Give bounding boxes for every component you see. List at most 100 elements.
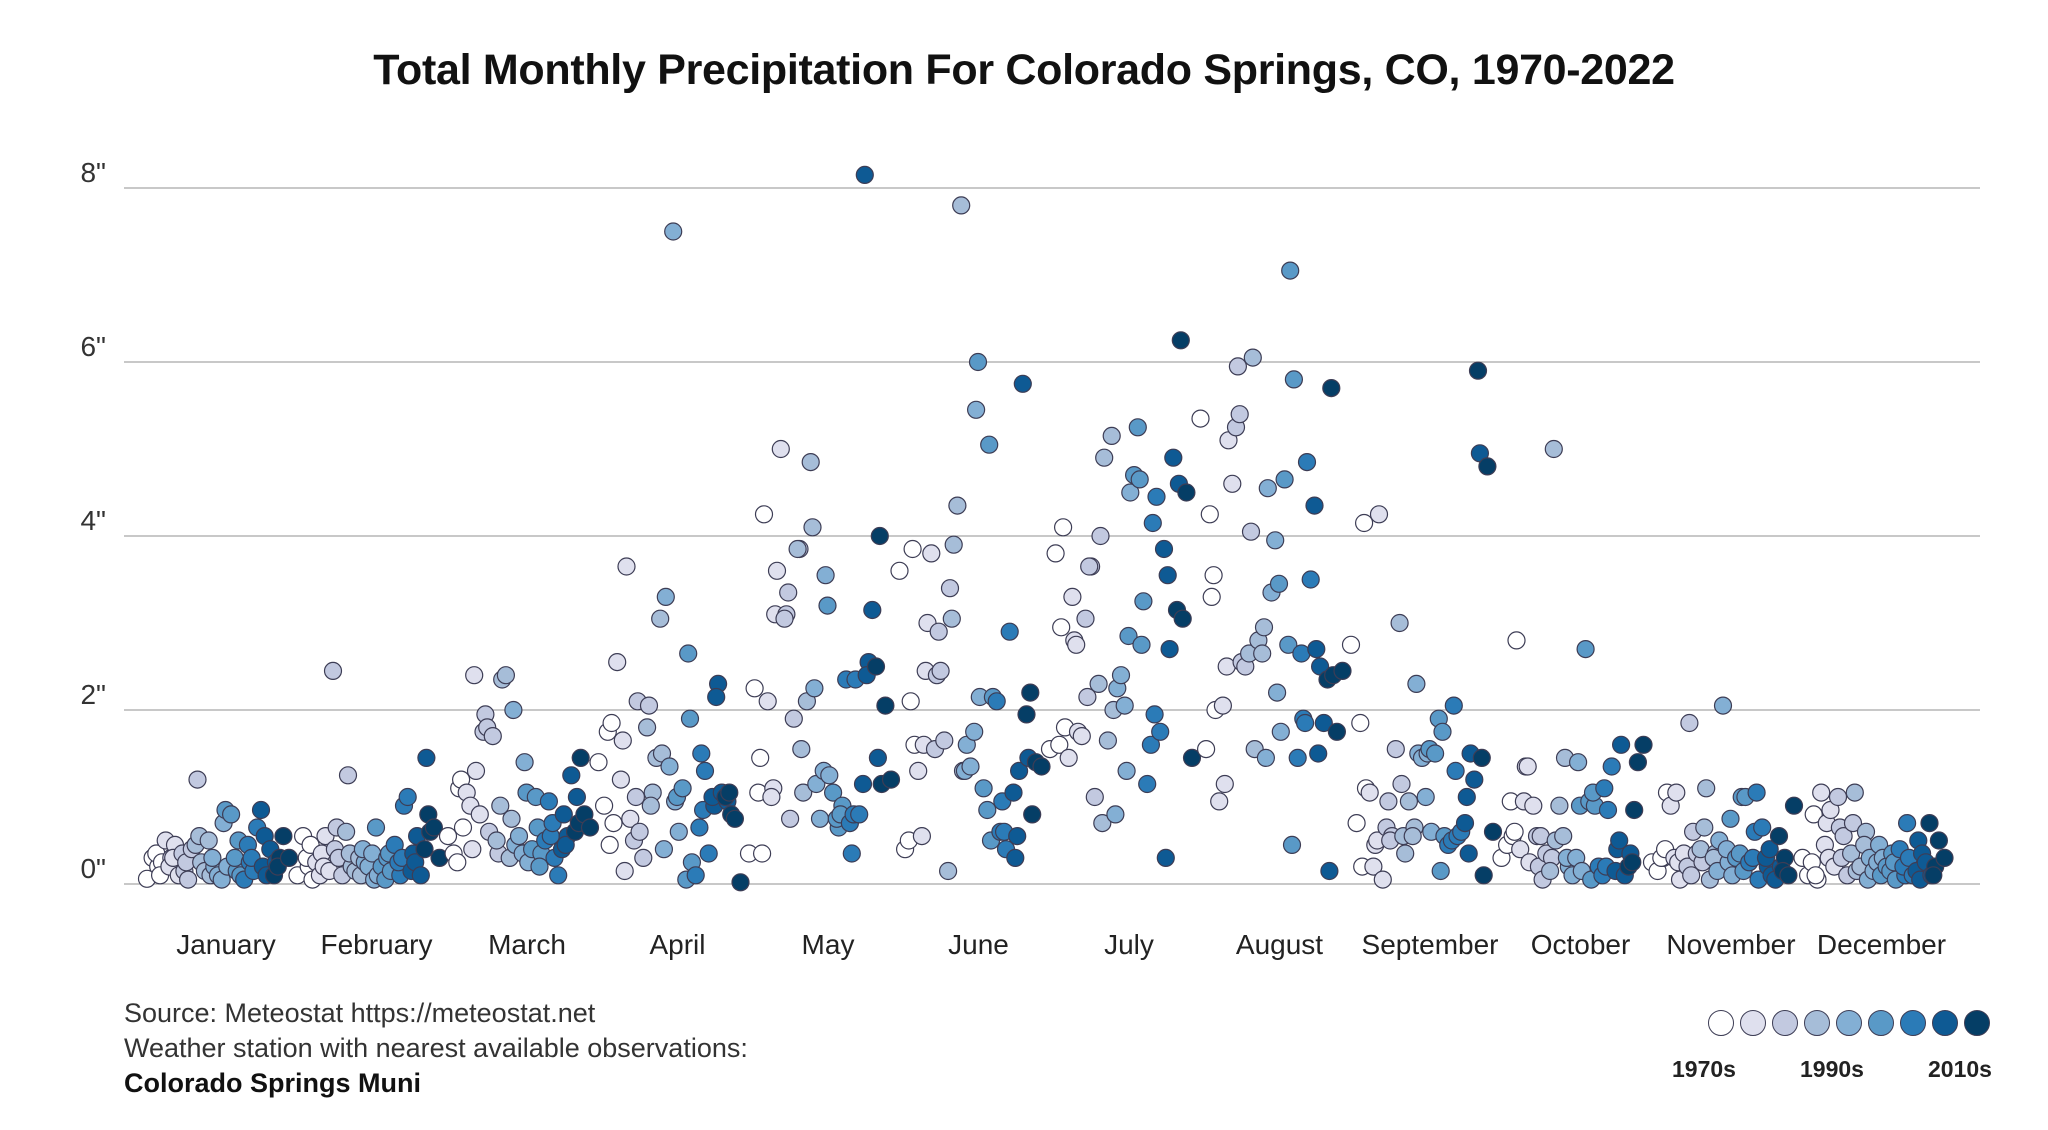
data-point [1804,805,1823,824]
data-point [1455,813,1475,833]
data-point [1000,622,1019,641]
data-point [876,696,895,715]
data-point [1327,722,1347,741]
data-point [938,861,958,881]
data-point [483,726,502,746]
data-point [1341,635,1361,654]
data-point [1351,713,1370,733]
data-point [491,796,510,815]
data-point [745,679,764,698]
data-point [626,787,646,807]
data-point [870,526,889,546]
data-point [1297,453,1317,472]
data-point [980,435,999,454]
data-point [1472,748,1491,768]
data-point [1145,705,1164,724]
data-point [1828,787,1848,807]
data-point [818,596,837,615]
data-point [754,505,774,524]
data-point [1284,370,1304,389]
data-point [1682,866,1701,885]
data-point [779,583,798,602]
data-point [1013,374,1032,393]
data-point [203,848,222,868]
data-point [1634,735,1653,754]
data-point [752,844,772,863]
data-point [251,800,271,820]
data-point [1117,761,1136,781]
data-point [695,761,715,781]
data-point [1550,796,1569,815]
data-point [222,805,241,824]
data-point [1078,687,1097,707]
data-point [424,818,443,837]
data-point [1505,822,1524,841]
data-point [966,400,986,419]
data-point [1379,792,1398,811]
data-point [337,822,356,841]
data-point [1843,813,1863,833]
data-point [611,770,631,789]
data-point [1474,866,1493,885]
data-point [1333,661,1352,681]
data-point [881,770,901,789]
data-point [935,731,954,750]
data-point [1182,748,1202,768]
data-point [1360,783,1379,802]
data-point [1347,813,1366,833]
data-point [539,792,559,811]
data-point [720,783,739,802]
data-point [1595,779,1614,798]
data-point [571,748,590,768]
data-point [1305,496,1324,515]
data-point [398,787,417,807]
data-point [1253,644,1272,663]
data-point [1111,666,1131,685]
data-point [1576,639,1595,659]
data-point [415,840,434,859]
data-point [1295,713,1315,733]
data-point [1282,835,1302,855]
data-point [792,739,811,759]
data-point [1275,470,1294,489]
legend-swatch [1740,1010,1766,1036]
data-point [1433,722,1452,741]
data-point [1920,813,1939,833]
source-note: Source: Meteostat https://meteostat.net … [124,996,748,1101]
x-tick-label: September [1362,929,1499,960]
data-point [487,831,506,850]
data-point [1279,635,1298,654]
data-point [613,731,632,750]
data-point [515,753,534,772]
data-point [1258,479,1277,498]
data-point [944,535,963,554]
data-point [1834,826,1853,846]
data-point [1307,639,1326,659]
data-point [1050,735,1069,754]
data-point [608,652,627,672]
data-point [1935,848,1954,868]
data-point [637,718,657,737]
data-point [1128,418,1147,437]
data-point [912,826,932,846]
data-point [1897,813,1917,833]
data-point [1106,805,1125,824]
x-tick-label: January [176,929,276,960]
x-tick-label: October [1531,929,1631,960]
y-tick-label: 0" [80,853,106,884]
data-point [922,544,941,563]
data-point [1004,783,1023,802]
data-point [1531,826,1550,846]
data-point [794,783,813,802]
data-point [1173,609,1192,628]
data-point [942,609,961,628]
data-point [496,666,515,685]
data-point [820,766,839,785]
data-point [1610,831,1629,850]
y-axis-ticks: 0" 2" 4" 6" 8" [80,157,106,884]
data-point [1076,609,1095,628]
data-point [1625,800,1644,820]
data-point [1023,805,1042,824]
data-point [679,644,698,663]
data-point [1392,774,1411,794]
